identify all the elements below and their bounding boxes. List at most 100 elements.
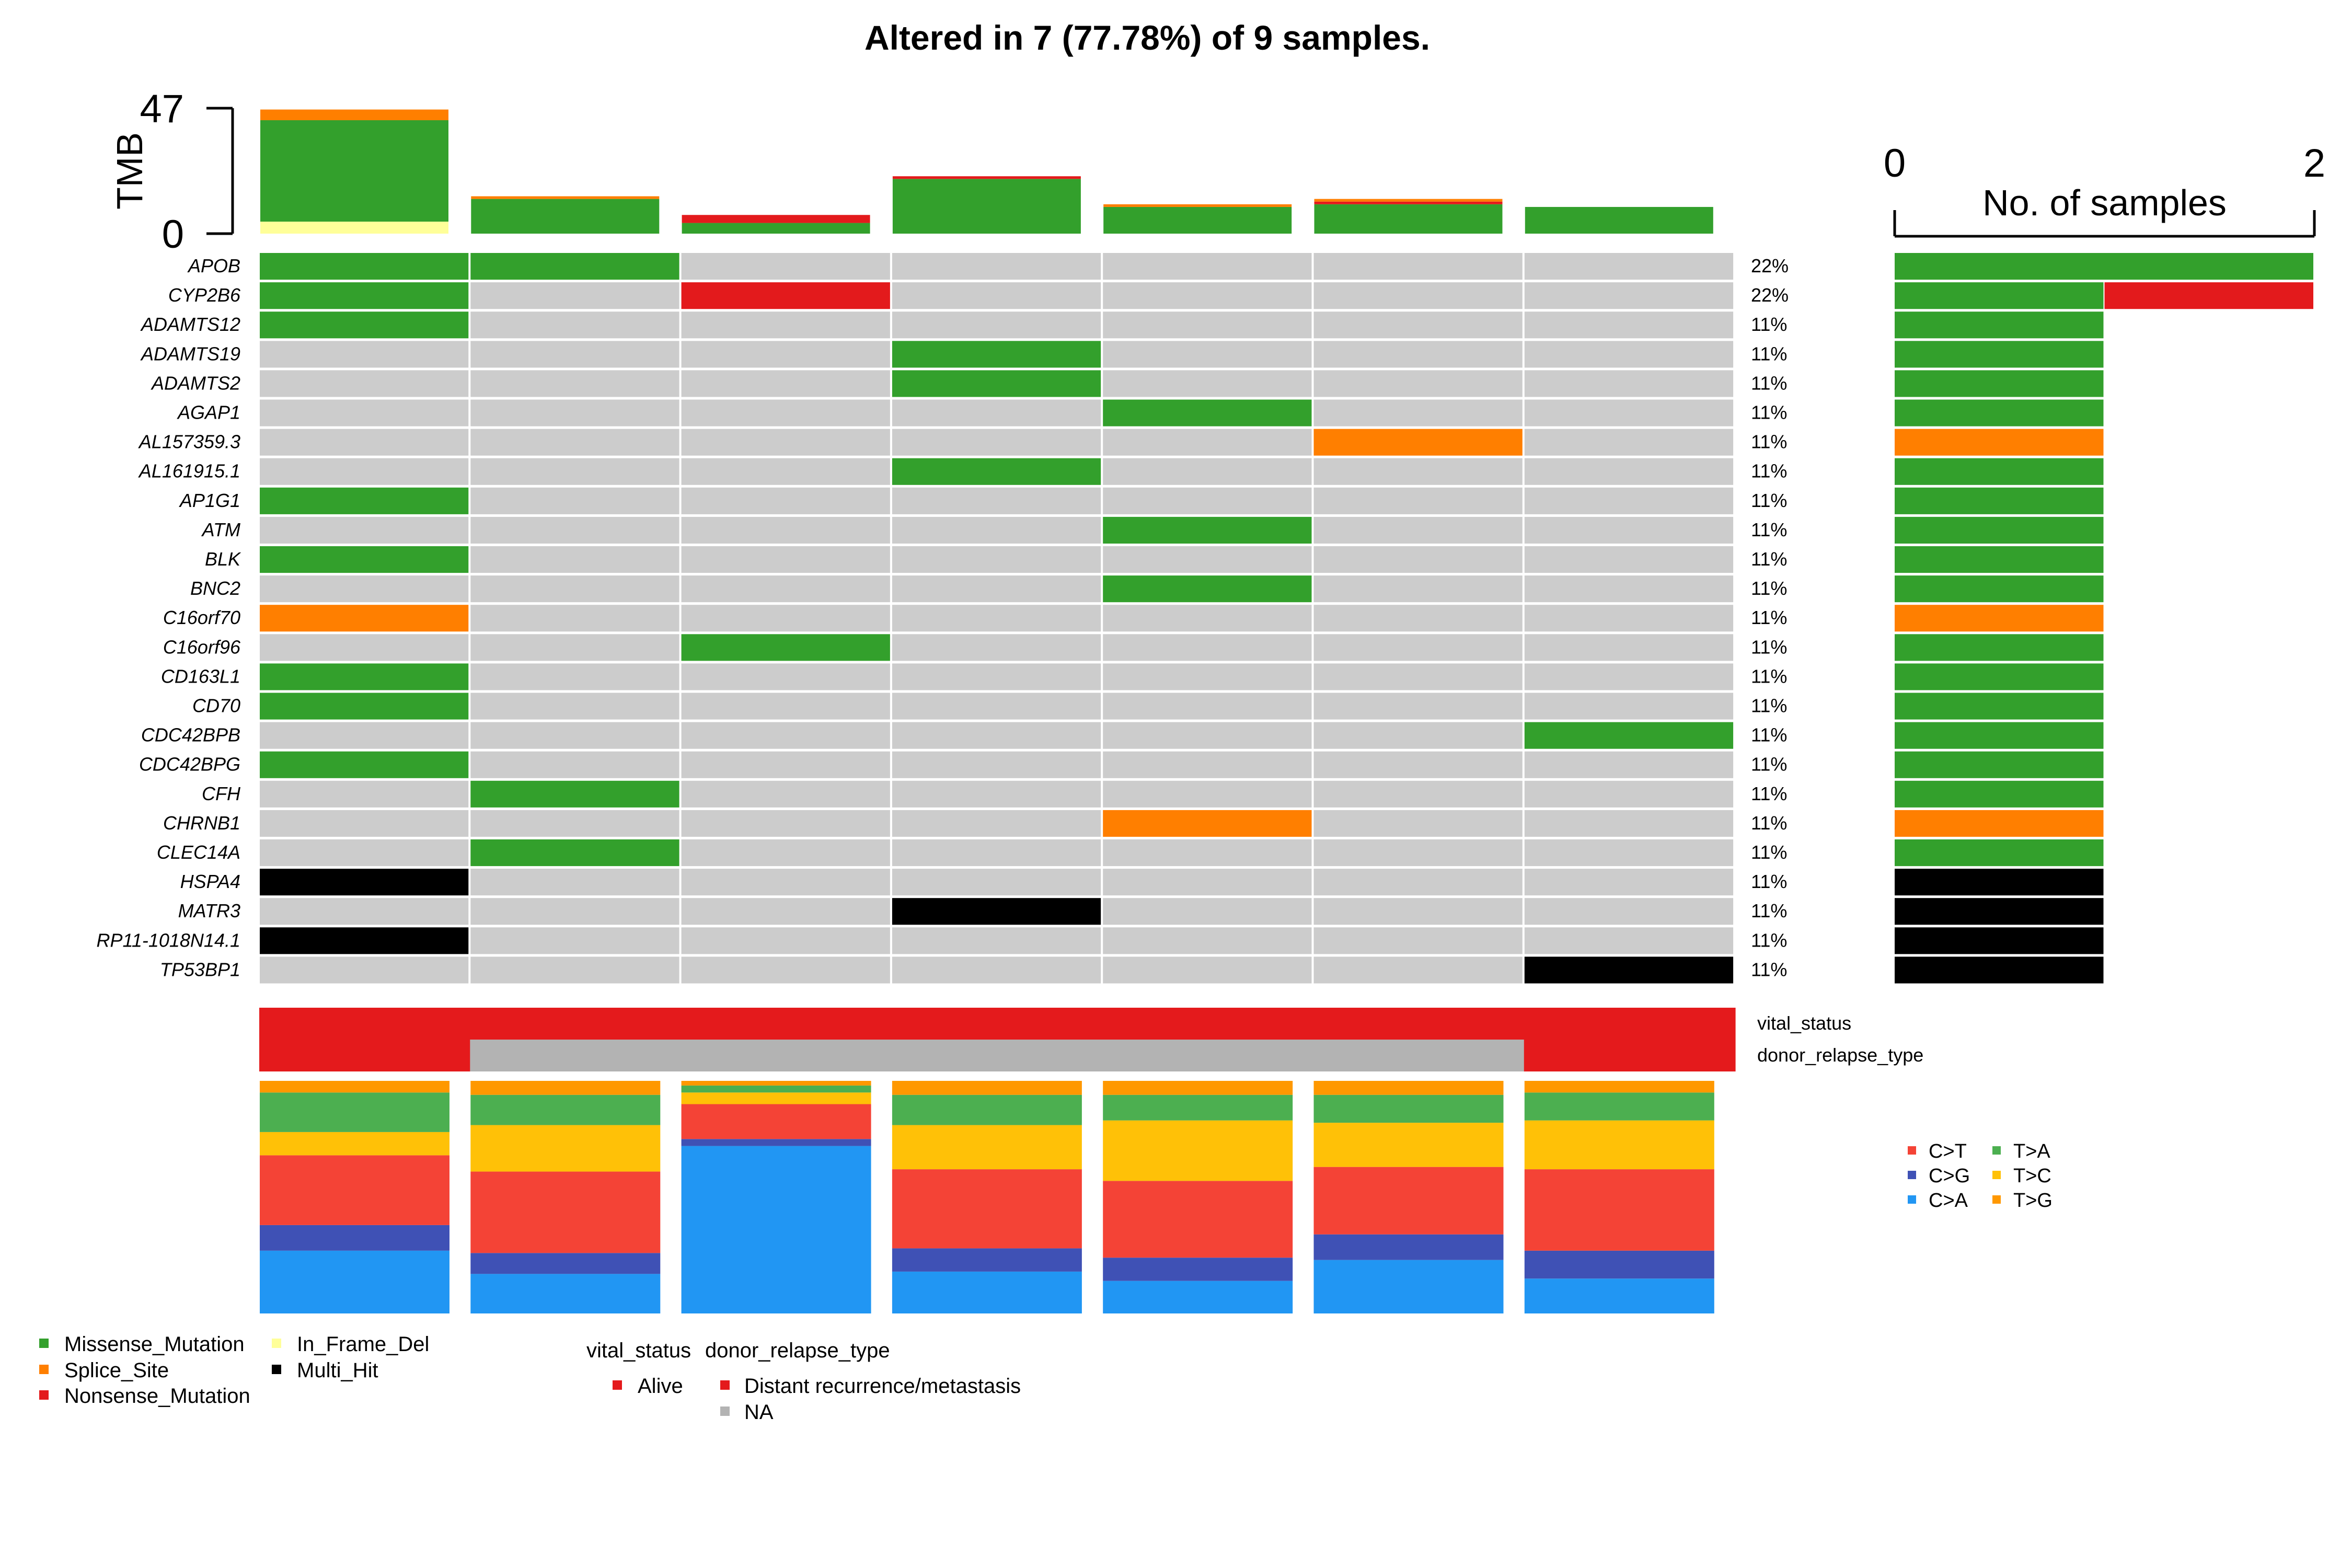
legend-label-missense-mutation: Missense_Mutation — [64, 1333, 245, 1356]
percent-label-cd70: 11% — [1751, 695, 1787, 717]
titv-bar-c-t-2 — [470, 1171, 661, 1253]
cell-cfh-4 — [892, 780, 1101, 808]
count-bar-tp53bp1-multi-hit — [1895, 956, 2104, 984]
cell-al157359-3-6 — [1313, 429, 1523, 456]
cell-cdc42bpb-1 — [260, 722, 469, 749]
cell-c16orf96-2 — [470, 634, 679, 661]
cell-adamts19-4 — [892, 341, 1101, 368]
cell-apob-3 — [681, 253, 890, 280]
clinical-label-donor-relapse-type: donor_relapse_type — [1757, 1044, 1923, 1066]
cell-c16orf96-6 — [1313, 634, 1523, 661]
cell-cd70-5 — [1103, 693, 1312, 720]
percent-label-cfh: 11% — [1751, 783, 1787, 804]
cell-blk-3 — [681, 546, 890, 573]
legend-swatch-nonsense-mutation — [39, 1390, 49, 1400]
cell-agap1-6 — [1313, 399, 1523, 426]
cell-al157359-3-4 — [892, 429, 1101, 456]
legend-swatch-titv-t-g — [1992, 1195, 2001, 1204]
tmb-bar-missense-mutation-1 — [260, 120, 448, 222]
cell-al161915-1-1 — [260, 458, 469, 485]
count-bar-atm-missense-mutation — [1895, 516, 2104, 544]
count-bar-ap1g1-missense-mutation — [1895, 487, 2104, 514]
cell-al161915-1-7 — [1524, 458, 1734, 485]
cell-atm-3 — [681, 516, 890, 544]
cell-chrnb1-1 — [260, 810, 469, 837]
gene-label-cd163l1: CD163L1 — [161, 665, 240, 687]
cell-bnc2-2 — [470, 575, 679, 603]
clinical-vital-status-2 — [470, 1008, 682, 1040]
titv-bar-c-a-3 — [681, 1146, 871, 1313]
titv-bar-c-t-3 — [681, 1104, 871, 1139]
percent-label-al157359-3: 11% — [1751, 431, 1787, 453]
tmb-bar-splice-site-2 — [471, 196, 660, 199]
gene-label-tp53bp1: TP53BP1 — [160, 959, 240, 980]
gene-label-cdc42bpg: CDC42BPG — [139, 754, 240, 775]
titv-bar-t-g-6 — [1313, 1081, 1504, 1095]
titv-bar-t-a-5 — [1103, 1094, 1293, 1121]
titv-bar-t-c-2 — [470, 1125, 661, 1172]
cell-adamts19-7 — [1524, 341, 1734, 368]
cell-c16orf70-2 — [470, 605, 679, 632]
cell-tp53bp1-3 — [681, 956, 890, 984]
count-bar-c16orf70-splice-site — [1895, 605, 2104, 632]
titv-bar-t-c-1 — [260, 1132, 449, 1156]
clinical-vital-status-7 — [1524, 1008, 1736, 1040]
count-bar-hspa4-multi-hit — [1895, 869, 2104, 896]
titv-bar-t-c-6 — [1313, 1123, 1504, 1167]
cell-adamts12-1 — [260, 312, 469, 339]
gene-label-rp11-1018n14-1: RP11-1018N14.1 — [96, 929, 240, 951]
cell-adamts2-3 — [681, 370, 890, 397]
count-bar-blk-missense-mutation — [1895, 546, 2104, 573]
titv-bar-c-a-7 — [1524, 1278, 1714, 1313]
legend-label-titv-t-g: T>G — [2013, 1190, 2053, 1212]
titv-bar-t-c-3 — [681, 1092, 871, 1104]
gene-label-blk: BLK — [205, 548, 241, 570]
tmb-bar-missense-mutation-4 — [892, 179, 1081, 234]
gene-label-matr3: MATR3 — [178, 900, 240, 921]
count-bar-clec14a-missense-mutation — [1895, 839, 2104, 867]
tmb-bar-chart: 47 0 TMB — [109, 87, 1713, 257]
cell-cd70-2 — [470, 693, 679, 720]
cell-ap1g1-4 — [892, 487, 1101, 514]
cell-al157359-3-2 — [470, 429, 679, 456]
cell-apob-2 — [470, 253, 679, 280]
titv-bar-c-a-2 — [470, 1274, 661, 1313]
cell-apob-6 — [1313, 253, 1523, 280]
cell-cdc42bpg-3 — [681, 751, 890, 778]
legend-swatch-relapse-na — [720, 1406, 730, 1416]
cell-cfh-3 — [681, 780, 890, 808]
legend-label-vital-alive: Alive — [638, 1375, 683, 1398]
percent-label-bnc2: 11% — [1751, 578, 1787, 599]
cell-cdc42bpb-4 — [892, 722, 1101, 749]
cell-adamts12-3 — [681, 312, 890, 339]
cell-cfh-5 — [1103, 780, 1312, 808]
count-bar-adamts19-missense-mutation — [1895, 341, 2104, 368]
cell-adamts19-5 — [1103, 341, 1312, 368]
titv-bar-t-g-1 — [260, 1081, 449, 1093]
titv-bar-t-a-2 — [470, 1094, 661, 1125]
cell-cdc42bpg-6 — [1313, 751, 1523, 778]
cell-cyp2b6-3 — [681, 282, 890, 309]
cell-adamts12-2 — [470, 312, 679, 339]
cell-cyp2b6-2 — [470, 282, 679, 309]
titv-bar-t-g-7 — [1524, 1081, 1714, 1093]
count-bar-cdc42bpb-missense-mutation — [1895, 722, 2104, 749]
cell-clec14a-6 — [1313, 839, 1523, 867]
cell-adamts2-1 — [260, 370, 469, 397]
cell-clec14a-3 — [681, 839, 890, 867]
cell-bnc2-4 — [892, 575, 1101, 603]
percent-label-adamts2: 11% — [1751, 372, 1787, 394]
cell-cyp2b6-7 — [1524, 282, 1734, 309]
tmb-bar-in-frame-del-1 — [260, 222, 448, 234]
cell-agap1-3 — [681, 399, 890, 426]
cell-c16orf70-5 — [1103, 605, 1312, 632]
percent-label-ap1g1: 11% — [1751, 490, 1787, 511]
tmb-bar-missense-mutation-3 — [682, 223, 870, 234]
tmb-bar-missense-mutation-5 — [1103, 206, 1292, 234]
cell-chrnb1-3 — [681, 810, 890, 837]
percent-label-al161915-1: 11% — [1751, 460, 1787, 482]
cell-cfh-1 — [260, 780, 469, 808]
titv-bar-c-g-1 — [260, 1225, 449, 1251]
count-bar-agap1-missense-mutation — [1895, 399, 2104, 426]
legend-label-splice-site: Splice_Site — [64, 1359, 169, 1382]
